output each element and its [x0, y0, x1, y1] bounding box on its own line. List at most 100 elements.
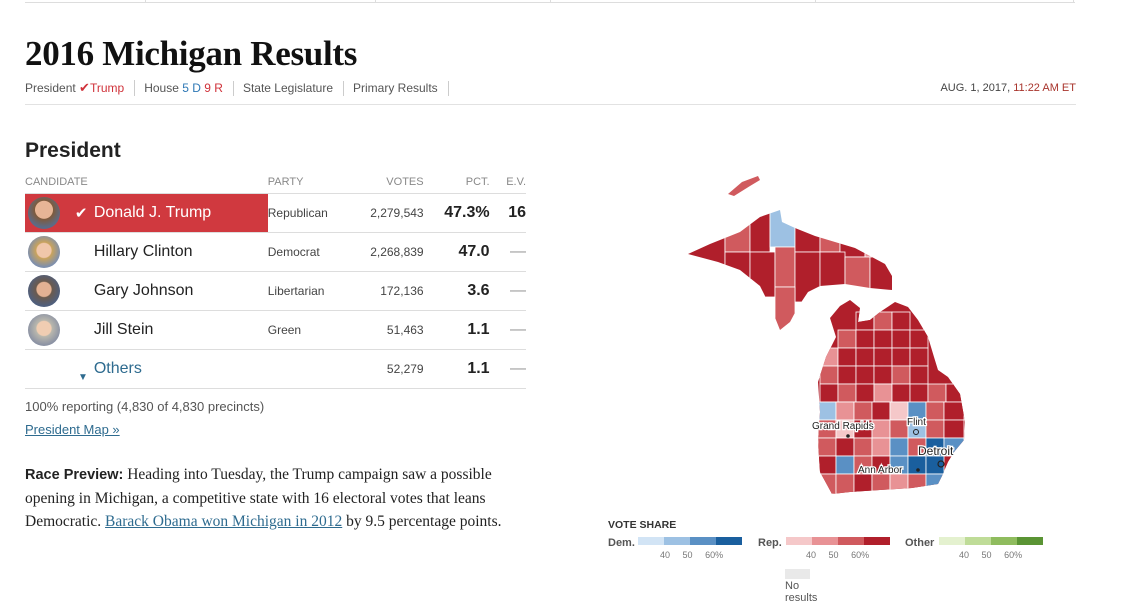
winner-check-icon: ✔ [74, 205, 88, 222]
preview-label: Race Preview: [25, 467, 124, 483]
nav-house[interactable]: House 5 D 9 R [144, 81, 234, 96]
legend-swatch [690, 537, 716, 545]
tick: 50 [682, 550, 693, 560]
ann-arbor-marker [916, 468, 920, 472]
photo-cell [25, 193, 62, 233]
candidate-party: Democrat [267, 232, 365, 272]
candidate-ev: — [489, 271, 526, 311]
photo-cell: ▼ [25, 349, 88, 389]
results-subnav: President ✔Trump House 5 D 9 R State Legis… [25, 80, 1076, 105]
michigan-county-map[interactable]: Grand Rapids Flint Detroit Ann Arbor [680, 172, 980, 502]
no-results-label: No results [785, 580, 818, 604]
nav-house-rep: 9 R [204, 81, 223, 95]
legend-swatch [716, 537, 742, 545]
legend-no-results: No results [785, 568, 817, 604]
candidate-pct: 47.0 [423, 232, 490, 272]
legend-swatch [812, 537, 838, 545]
timestamp-time: 11:22 AM ET [1013, 82, 1076, 94]
candidate-party: Republican [267, 193, 365, 233]
president-map-link[interactable]: President Map » [25, 422, 120, 437]
update-timestamp: AUG. 1, 2017, 11:22 AM ET [940, 82, 1076, 94]
nav-primary-results[interactable]: Primary Results [353, 81, 449, 96]
detroit-marker [937, 460, 945, 468]
city-label-detroit: Detroit [918, 444, 954, 458]
nav-house-label: House [144, 81, 179, 95]
name-cell: ✔ Donald J. Trump [61, 193, 268, 233]
candidate-photo-stein [28, 314, 60, 346]
tick: 60% [705, 550, 724, 560]
photo-cell [25, 232, 62, 272]
timestamp-date: AUG. 1, 2017, [940, 82, 1011, 94]
nav-president-label: President [25, 81, 76, 95]
candidate-votes: 2,279,543 [364, 193, 424, 233]
tick: 60% [1004, 550, 1023, 560]
race-preview: Race Preview: Heading into Tuesday, the … [25, 463, 520, 533]
nav-president[interactable]: President ✔Trump [25, 80, 136, 96]
upper-peninsula-counties[interactable] [680, 202, 895, 337]
others-row[interactable]: ▼ Others 52,279 1.1 — [25, 349, 526, 389]
legend-swatch [786, 537, 812, 545]
legend-ticks: 40 50 60% [660, 550, 723, 560]
candidate-ev: — [489, 310, 526, 350]
grand-rapids-marker [846, 434, 850, 438]
legend-swatch [991, 537, 1017, 545]
obama-2012-link[interactable]: Barack Obama won Michigan in 2012 [105, 513, 343, 530]
table-row: Hillary Clinton Democrat 2,268,839 47.0 … [25, 232, 526, 272]
top-rule [25, 0, 1075, 3]
candidate-photo-johnson [28, 275, 60, 307]
tick: 50 [828, 550, 839, 560]
header-ev: E.V. [489, 171, 526, 194]
candidate-pct: 3.6 [423, 271, 490, 311]
candidate-votes: 51,463 [364, 310, 424, 350]
photo-cell [25, 310, 62, 350]
others-toggle[interactable]: Others [61, 349, 268, 389]
legend-swatch [965, 537, 991, 545]
lower-peninsula-counties[interactable] [810, 292, 970, 502]
candidate-photo-trump [28, 197, 60, 229]
legend-title: VOTE SHARE [608, 519, 677, 531]
others-party [267, 349, 365, 389]
candidate-name: Donald J. Trump [93, 204, 212, 221]
table-row: Jill Stein Green 51,463 1.1 — [25, 310, 526, 350]
nav-president-winner: Trump [89, 81, 125, 95]
legend-swatch [939, 537, 965, 545]
reporting-status: 100% reporting (4,830 of 4,830 precincts… [25, 399, 265, 414]
vote-share-legend: VOTE SHARE Dem. 40 50 60% Rep. 40 50 60%… [608, 519, 1043, 604]
table-header: Candidate Party Votes Pct. E.V. [25, 171, 526, 194]
legend-ticks: 40 50 60% [806, 550, 869, 560]
legend-swatch [638, 537, 664, 545]
table-row: Gary Johnson Libertarian 172,136 3.6 — [25, 271, 526, 311]
expand-triangle-icon[interactable]: ▼ [78, 372, 88, 383]
city-label-flint: Flint [907, 417, 926, 428]
candidate-name: Jill Stein [61, 310, 268, 350]
tick: 50 [981, 550, 992, 560]
others-votes: 52,279 [364, 349, 424, 389]
candidate-votes: 2,268,839 [364, 232, 424, 272]
header-candidate: Candidate [25, 171, 268, 194]
preview-text-before: Heading into Tuesday, the Trump campaign… [25, 466, 492, 530]
candidate-name: Gary Johnson [61, 271, 268, 311]
check-icon: ✔ [79, 80, 90, 95]
legend-dem-label: Dem. [608, 537, 635, 549]
page-title: 2016 Michigan Results [25, 34, 358, 73]
tick: 40 [660, 550, 671, 560]
tick: 40 [959, 550, 970, 560]
candidate-pct: 47.3% [423, 193, 490, 233]
isle-royale[interactable] [728, 176, 760, 196]
header-votes: Votes [364, 171, 424, 194]
preview-text-after: by 9.5 percentage points. [342, 513, 502, 530]
header-pct: Pct. [423, 171, 490, 194]
legend-ticks: 40 50 60% [959, 550, 1022, 560]
legend-swatch [1017, 537, 1043, 545]
legend-swatch [838, 537, 864, 545]
others-ev: — [489, 349, 526, 389]
candidate-name: Hillary Clinton [61, 232, 268, 272]
nav-state-legislature[interactable]: State Legislature [243, 81, 344, 96]
legend-rep-label: Rep. [758, 537, 782, 549]
header-party: Party [267, 171, 365, 194]
candidate-pct: 1.1 [423, 310, 490, 350]
candidate-ev: — [489, 232, 526, 272]
legend-swatch [864, 537, 890, 545]
nav-house-dem: 5 D [182, 81, 201, 95]
city-label-ann-arbor: Ann Arbor [858, 465, 903, 476]
